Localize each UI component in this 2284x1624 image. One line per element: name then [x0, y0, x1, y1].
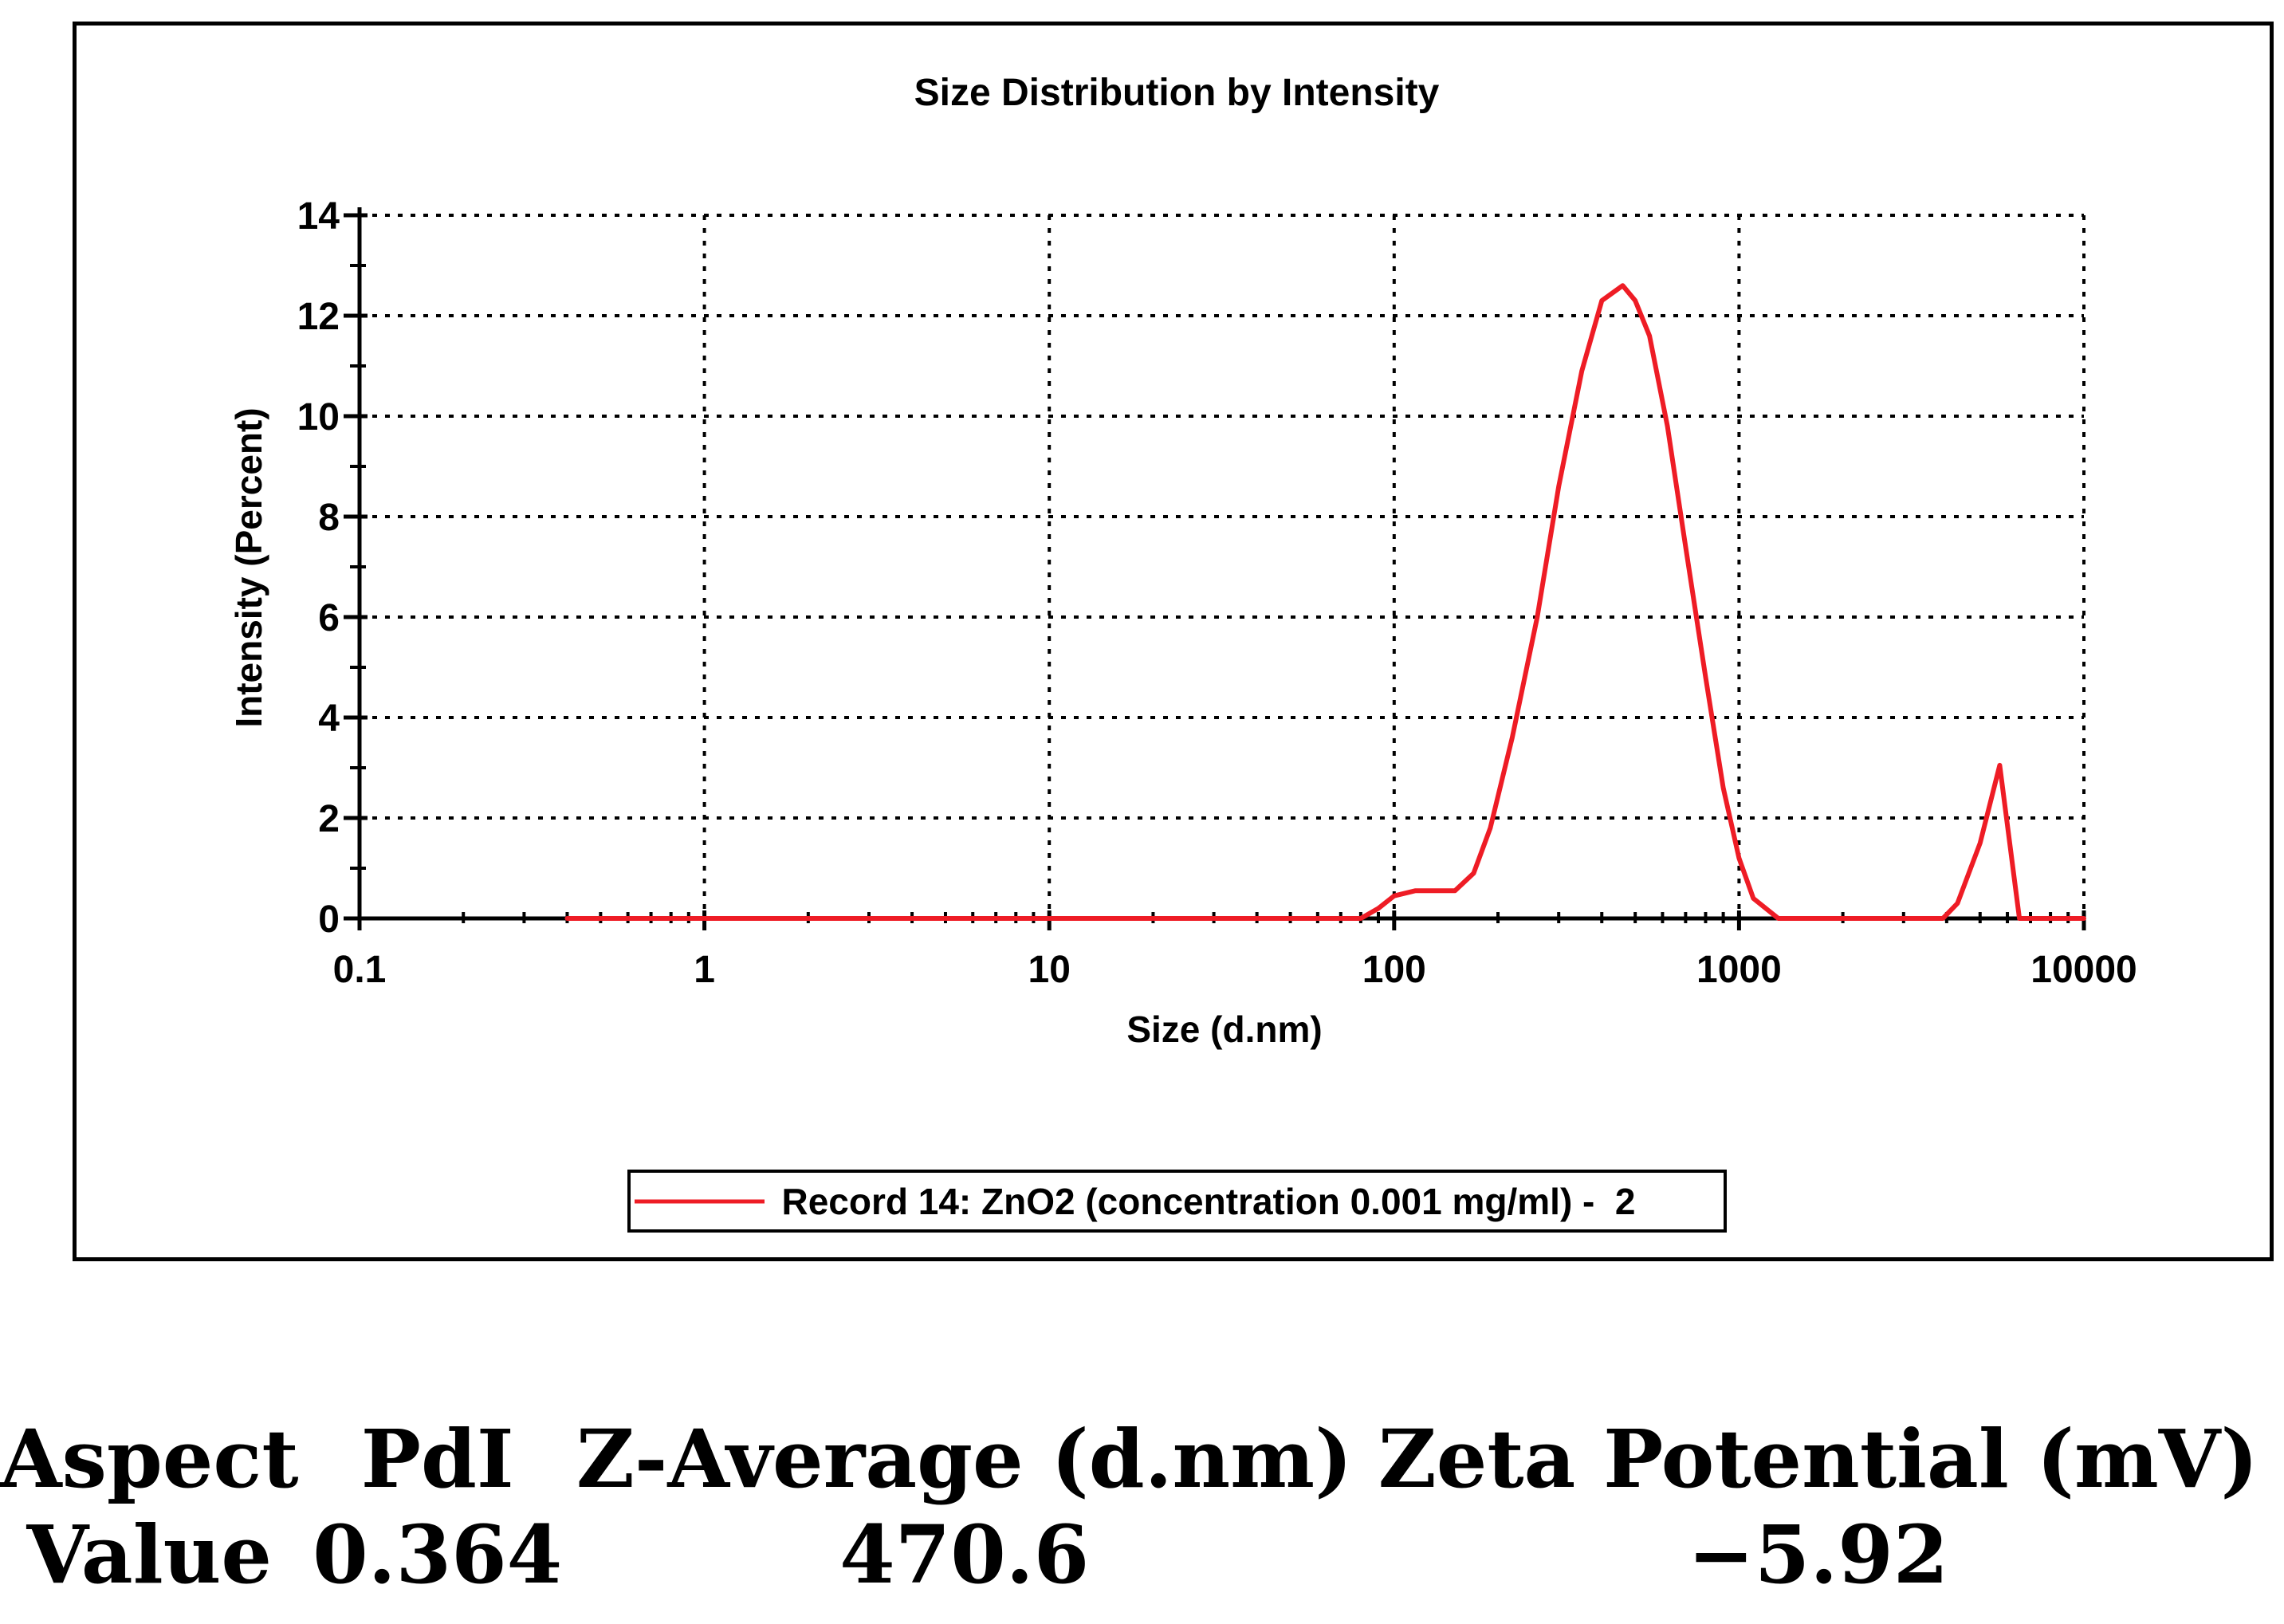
legend-box — [627, 1170, 1727, 1233]
data-point — [1360, 918, 1362, 919]
header-aspect: Aspect — [0, 1412, 299, 1506]
x-axis-label: Size (d.nm) — [1126, 1009, 1322, 1050]
data-point — [1752, 898, 1754, 899]
y-tick-label: 4 — [318, 698, 340, 740]
data-point — [1472, 872, 1474, 874]
data-point — [566, 918, 568, 919]
data-point — [1684, 546, 1686, 548]
y-tick-label: 6 — [318, 597, 340, 639]
x-tick-label: 0.1 — [333, 949, 387, 991]
data-point — [1704, 677, 1706, 678]
cell-pdi-value: 0.364 — [313, 1508, 563, 1602]
table-header-row: Aspect PdI Z-Average (d.nm) Zeta Potenti… — [0, 1411, 2284, 1507]
data-point — [1942, 918, 1944, 919]
header-pdi: PdI — [360, 1412, 514, 1506]
x-tick-label: 10000 — [2030, 949, 2137, 991]
y-axis-label: Intensity (Percent) — [228, 407, 269, 727]
cell-aspect-value: Value — [26, 1508, 273, 1602]
table-row: Value 0.364 470.6 −5.92 — [0, 1507, 2284, 1602]
legend: Record 14: ZnO2 (concentration 0.001 mg/… — [627, 1170, 1727, 1233]
data-point — [1903, 918, 1905, 919]
series-line-0 — [564, 283, 2086, 921]
data-point — [2019, 918, 2020, 919]
cell-z-average-value: 470.6 — [839, 1508, 1090, 1602]
data-point — [1378, 907, 1379, 909]
data-point — [1738, 857, 1740, 859]
data-point — [1778, 918, 1779, 919]
data-point — [1048, 918, 1050, 919]
header-zeta-potential: Zeta Potential (mV) — [1378, 1412, 2258, 1506]
x-tick-label: 100 — [1362, 949, 1426, 991]
grid — [360, 214, 2085, 918]
y-tick-label: 8 — [318, 497, 340, 539]
summary-table: Aspect PdI Z-Average (d.nm) Zeta Potenti… — [0, 1411, 2284, 1602]
x-tick-label: 1000 — [1696, 949, 1782, 991]
data-point — [1667, 426, 1669, 427]
legend-label: Record 14: ZnO2 (concentration 0.001 mg/… — [781, 1181, 1635, 1222]
ticks: 0 2 4 6 8 10 12 14 0.1 1 10 100 1000 10000 — [297, 195, 2137, 991]
chart-svg: Size Distribution by Intensity 0 2 4 6 8 10 12… — [228, 72, 2137, 1233]
y-tick-label: 0 — [318, 899, 340, 941]
header-z-average: Z-Average (d.nm) — [576, 1412, 1353, 1506]
data-point — [704, 918, 706, 919]
y-tick-label: 14 — [297, 195, 340, 238]
chart-frame: Size Distribution by Intensity 0 2 4 6 8 10 12… — [73, 22, 2274, 1261]
x-tick-label: 1 — [694, 949, 715, 991]
data-point — [1536, 616, 1538, 618]
data-point — [1842, 918, 1844, 919]
y-tick-label: 12 — [297, 296, 340, 338]
y-tick-label: 2 — [318, 798, 340, 840]
x-tick-label: 10 — [1028, 949, 1071, 991]
chart-title: Size Distribution by Intensity — [914, 72, 1440, 114]
cell-zeta-potential-value: −5.92 — [1688, 1508, 1949, 1602]
data-point — [2083, 918, 2085, 919]
series-layer — [564, 283, 2086, 921]
results-table: Aspect PdI Z-Average (d.nm) Zeta Potenti… — [0, 1411, 2284, 1602]
data-point — [1290, 918, 1291, 919]
y-tick-label: 10 — [297, 396, 340, 438]
data-point — [1622, 285, 1624, 286]
data-point — [1956, 902, 1958, 904]
axes — [348, 207, 2084, 921]
